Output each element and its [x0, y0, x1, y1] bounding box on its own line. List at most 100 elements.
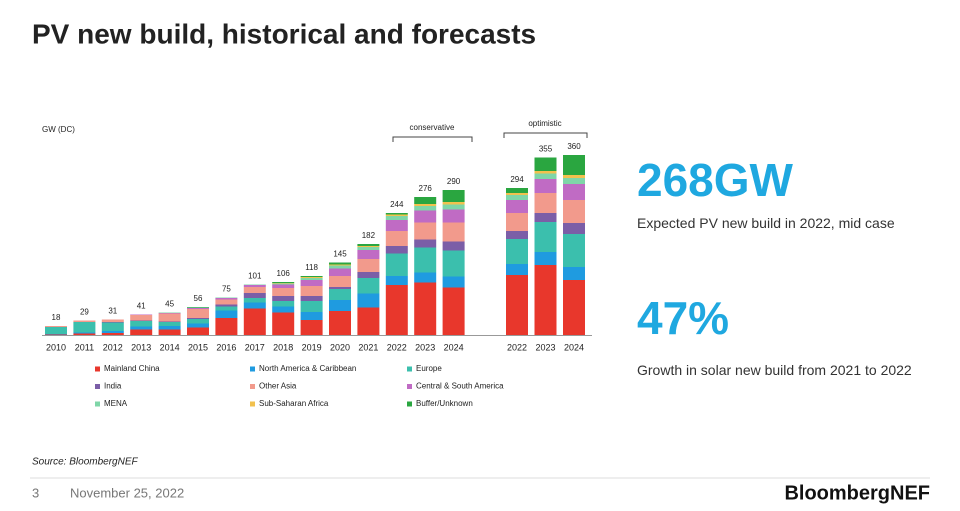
x-tick-label: 2020: [330, 342, 350, 352]
bar-segment: [506, 239, 528, 264]
bar-segment: [130, 321, 153, 327]
bar-segment: [272, 284, 295, 288]
bar-segment: [272, 306, 295, 313]
bar-segment: [534, 157, 557, 171]
legend-label: Other Asia: [259, 382, 297, 391]
total-label: 182: [362, 231, 376, 240]
x-tick-label: 2015: [188, 342, 208, 352]
bar-segment: [215, 298, 238, 300]
bar-segment: [563, 223, 585, 234]
bar-segment: [414, 204, 437, 206]
bracket: [392, 136, 473, 142]
annotation: optimistic: [528, 119, 561, 128]
total-label: 145: [333, 250, 347, 259]
bar-segment: [385, 216, 408, 220]
x-tick-label: 2022: [387, 342, 407, 352]
bar-segment: [563, 155, 585, 175]
axis-label: GW (DC): [42, 125, 75, 134]
source: Source: BloombergNEF: [32, 457, 138, 468]
bar-segment: [329, 300, 351, 311]
bar-segment: [414, 206, 437, 211]
legend-swatch: [407, 384, 412, 389]
x-tick-label: 2018: [273, 342, 293, 352]
total-label: 41: [137, 302, 146, 311]
bar-segment: [187, 309, 209, 318]
bar-segment: [534, 252, 557, 265]
legend-swatch: [95, 384, 100, 389]
bar-segment: [272, 288, 295, 296]
bar-segment: [357, 250, 380, 259]
bar-segment: [506, 275, 528, 335]
legend-label: North America & Caribbean: [259, 364, 356, 373]
bar-segment: [272, 296, 295, 301]
bar-segment: [329, 268, 351, 276]
bar-segment: [385, 246, 408, 254]
total-label: 29: [80, 308, 89, 317]
bar-segment: [272, 312, 295, 335]
bar-segment: [414, 197, 437, 204]
bar-segment: [130, 326, 153, 330]
total-label: 276: [419, 184, 433, 193]
bar-segment: [300, 276, 323, 277]
date: November 25, 2022: [70, 485, 184, 500]
legend-label: Central & South America: [416, 382, 504, 391]
bar-segment: [158, 329, 181, 335]
bar-segment: [130, 315, 153, 321]
x-tick-label: 2014: [160, 342, 180, 352]
bar-segment: [300, 278, 323, 280]
bar-segment: [300, 280, 323, 286]
bar-segment: [187, 319, 209, 324]
bar-segment: [357, 244, 380, 246]
legend-swatch: [250, 401, 255, 407]
x-tick-label: 2021: [358, 342, 378, 352]
bar-segment: [442, 222, 465, 242]
bar-segment: [300, 312, 323, 320]
legend-label: Europe: [416, 364, 442, 373]
bar-segment: [243, 287, 266, 293]
bar-segment: [563, 200, 585, 223]
bar-segment: [243, 293, 266, 298]
bar-segment: [442, 190, 465, 202]
bar-segment: [215, 306, 238, 311]
bar-segment: [506, 231, 528, 239]
bar-segment: [158, 313, 181, 314]
bar-segment: [534, 222, 557, 252]
bar-segment: [506, 213, 528, 231]
bar-segment: [414, 222, 437, 240]
bar-segment: [101, 319, 124, 322]
legend-label: Buffer/Unknown: [416, 399, 473, 408]
callout-text: Growth in solar new build from 2021 to 2…: [637, 362, 912, 378]
bar-segment: [385, 220, 408, 231]
bar-segment: [329, 287, 351, 289]
bar-segment: [158, 326, 181, 330]
bar-segment: [45, 326, 67, 327]
legend-label: Sub-Saharan Africa: [259, 399, 329, 408]
legend-swatch: [95, 401, 100, 407]
bar-segment: [187, 327, 209, 335]
x-tick-label: 2023: [535, 342, 555, 352]
total-label: 18: [52, 313, 61, 322]
bar-segment: [329, 262, 351, 265]
bar-segment: [442, 209, 465, 223]
x-tick-label: 2024: [444, 342, 464, 352]
bar-segment: [506, 264, 528, 275]
bar-segment: [187, 307, 209, 308]
x-tick-label: 2016: [216, 342, 236, 352]
x-tick-label: 2010: [46, 342, 66, 352]
legend-label: MENA: [104, 399, 128, 408]
bar-segment: [215, 297, 238, 298]
bar-segment: [442, 250, 465, 277]
bar-segment: [385, 276, 408, 285]
bar-segment: [357, 293, 380, 308]
x-tick-label: 2022: [507, 342, 527, 352]
bar-segment: [563, 184, 585, 200]
bar-segment: [534, 213, 557, 222]
bar-segment: [130, 314, 153, 315]
bar-segment: [73, 333, 96, 335]
bar-segment: [534, 179, 557, 193]
bar-segment: [506, 188, 528, 193]
bar-segment: [534, 265, 557, 335]
bar-segment: [414, 247, 437, 273]
x-tick-label: 2017: [245, 342, 265, 352]
x-tick-label: 2012: [103, 342, 123, 352]
